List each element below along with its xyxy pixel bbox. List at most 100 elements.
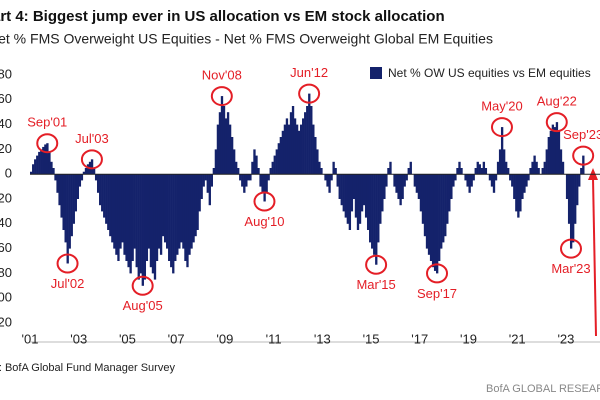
bar — [230, 137, 234, 175]
bar — [84, 168, 88, 175]
bar — [117, 174, 120, 261]
bar — [436, 174, 439, 274]
bar — [78, 174, 82, 187]
legend-swatch — [370, 67, 382, 79]
bar — [96, 174, 100, 193]
bar — [494, 174, 498, 181]
bar — [425, 174, 429, 249]
bar — [157, 174, 161, 249]
bar — [291, 106, 295, 175]
bar — [220, 96, 224, 175]
bar — [308, 93, 311, 175]
bar — [170, 174, 173, 268]
credit: BofA GLOBAL RESEARCH — [486, 383, 600, 395]
bar — [446, 174, 449, 224]
bar — [468, 174, 471, 193]
bar — [60, 174, 63, 218]
bar — [245, 174, 248, 187]
x-tick-label: '11 — [266, 331, 282, 346]
bar — [42, 146, 45, 175]
bar — [555, 122, 559, 175]
bar — [505, 161, 508, 175]
annotation-label: Nov'08 — [202, 68, 242, 83]
bar — [500, 127, 504, 175]
x-tick-label: '03 — [70, 331, 87, 346]
bar — [249, 174, 252, 181]
bar — [188, 174, 191, 255]
bar — [373, 174, 376, 255]
annotation-label: May'20 — [481, 99, 523, 114]
x-tick-label: '05 — [119, 331, 136, 346]
bar — [381, 174, 384, 212]
bar — [174, 174, 177, 261]
bar — [519, 174, 522, 212]
bar — [356, 174, 360, 230]
bar — [239, 174, 242, 181]
bar — [320, 168, 323, 175]
bar — [277, 143, 280, 175]
bar — [125, 174, 128, 261]
bar — [403, 174, 406, 187]
bar — [293, 118, 297, 175]
bar — [450, 174, 453, 199]
x-tick-label: '13 — [314, 331, 331, 346]
bar — [107, 174, 110, 230]
bar — [52, 168, 55, 175]
bar — [50, 161, 53, 175]
bar — [218, 112, 222, 175]
bar — [204, 174, 207, 181]
bar — [574, 174, 577, 224]
bar — [454, 174, 457, 181]
bar — [228, 124, 232, 175]
bar — [419, 174, 423, 212]
bar — [537, 168, 540, 175]
bar — [576, 174, 579, 206]
bar — [271, 161, 274, 175]
bar — [395, 174, 398, 193]
bar — [133, 174, 136, 249]
bar — [48, 151, 51, 175]
bar — [478, 164, 481, 175]
bar — [369, 174, 372, 243]
bar — [326, 174, 329, 187]
bar — [241, 174, 244, 187]
bar — [549, 130, 553, 175]
y-tick-label: -60 — [0, 240, 12, 255]
bar — [547, 137, 550, 175]
bar — [498, 149, 502, 175]
bar — [105, 174, 108, 224]
bar — [480, 168, 483, 175]
x-tick-label: '15 — [363, 331, 380, 346]
bar — [310, 106, 313, 175]
bar — [527, 174, 530, 181]
bar — [513, 174, 516, 199]
bar — [511, 174, 514, 187]
bar — [269, 168, 272, 175]
bar — [385, 174, 388, 187]
bar — [531, 161, 534, 175]
bar — [472, 174, 475, 181]
bar — [476, 161, 479, 175]
y-tick-label: 80 — [0, 66, 12, 81]
bar — [515, 174, 518, 212]
bar — [502, 149, 506, 175]
bar — [121, 174, 124, 243]
bar — [533, 155, 536, 175]
bar — [492, 174, 496, 193]
bar — [263, 174, 266, 202]
bar — [261, 174, 264, 193]
bar — [208, 174, 211, 206]
annotation-circle — [56, 253, 79, 274]
bar — [466, 174, 469, 187]
bar — [180, 174, 183, 243]
bar — [393, 174, 396, 187]
bar — [458, 161, 461, 175]
y-tick-label: 0 — [5, 166, 12, 181]
bar — [409, 161, 412, 175]
bar — [210, 174, 213, 187]
bar — [129, 174, 132, 274]
bar — [198, 174, 201, 212]
bar — [166, 174, 169, 249]
bar — [348, 174, 352, 230]
